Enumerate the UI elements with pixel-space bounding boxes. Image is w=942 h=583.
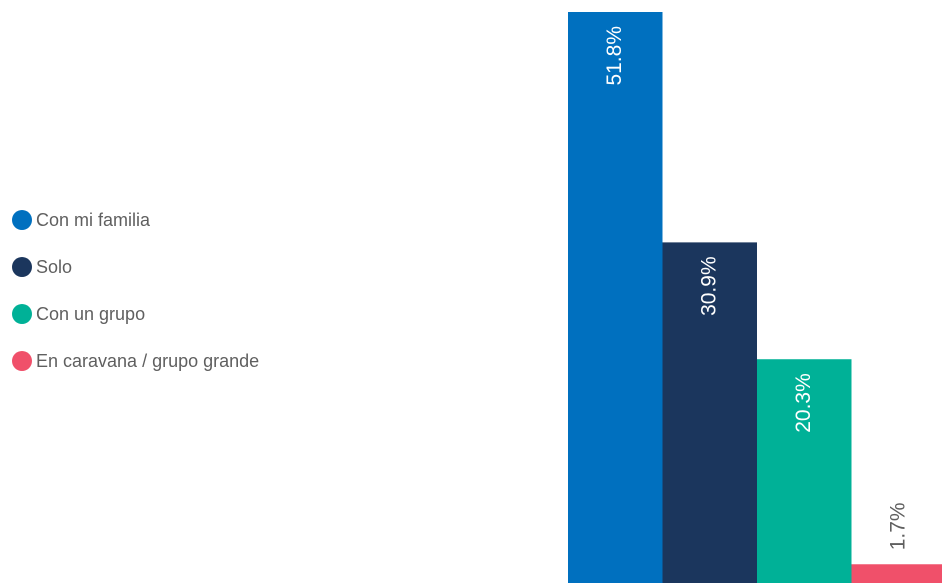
bar-value-label-1: 30.9%	[697, 256, 720, 316]
legend-label: En caravana / grupo grande	[36, 350, 260, 371]
legend: Con mi familia Solo Con un grupo En cara…	[12, 208, 259, 396]
bar-2[interactable]	[757, 359, 852, 583]
bar-value-label-2: 20.3%	[792, 373, 815, 433]
legend-item-con-un-grupo[interactable]: Con un grupo	[12, 302, 259, 326]
bar-value-label-0: 51.8%	[603, 26, 626, 86]
bar-0[interactable]	[568, 12, 663, 583]
legend-swatch-icon	[12, 257, 32, 277]
legend-swatch-icon	[12, 304, 32, 324]
legend-swatch-icon	[12, 351, 32, 371]
bar-3[interactable]	[851, 564, 942, 583]
legend-item-en-caravana-grupo-grande[interactable]: En caravana / grupo grande	[12, 349, 259, 373]
legend-label: Con un grupo	[36, 303, 146, 324]
legend-item-solo[interactable]: Solo	[12, 255, 259, 279]
bar-value-label-3: 1.7%	[886, 502, 909, 550]
legend-label: Solo	[36, 256, 73, 277]
legend-swatch-icon	[12, 210, 32, 230]
legend-item-con-mi-familia[interactable]: Con mi familia	[12, 208, 259, 232]
legend-label: Con mi familia	[36, 209, 151, 230]
bar-1[interactable]	[662, 242, 758, 583]
